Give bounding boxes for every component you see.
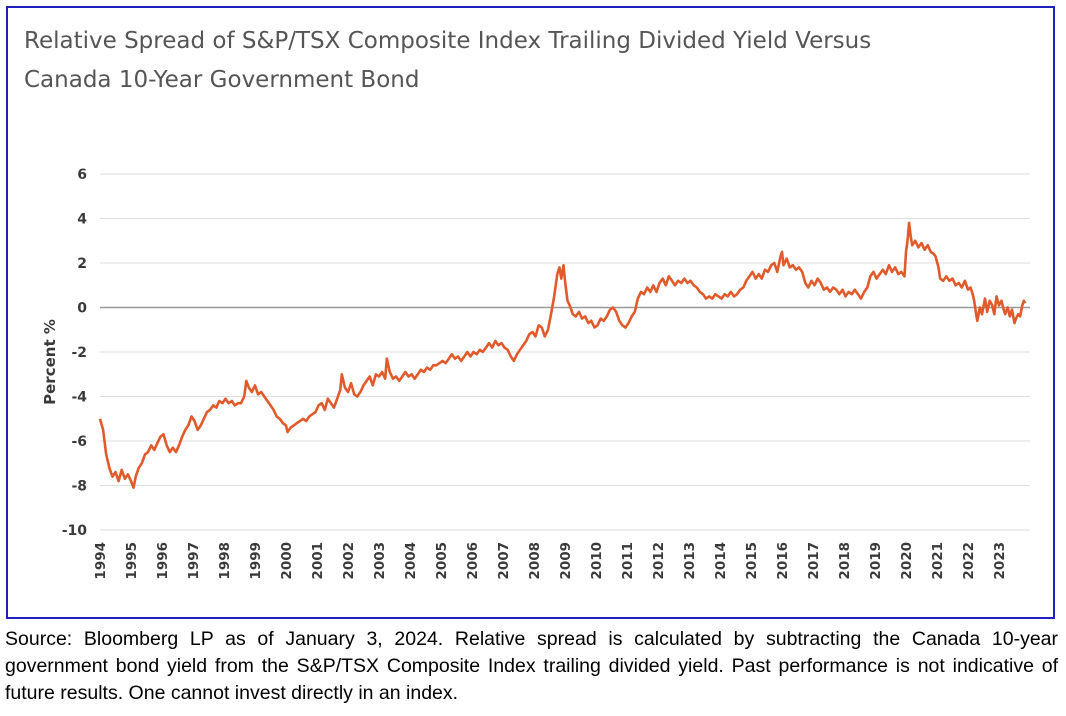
x-tick-label: 2009 <box>558 542 574 580</box>
y-tick-label: 4 <box>77 212 87 228</box>
x-tick-label: 2002 <box>341 542 357 580</box>
x-tick-label: 2000 <box>279 542 295 580</box>
grid-lines <box>100 173 1030 531</box>
y-tick-label: 6 <box>77 167 87 183</box>
x-tick-label: 2016 <box>775 542 791 580</box>
x-tick-label: 2007 <box>496 542 512 580</box>
y-tick-label: 2 <box>77 256 87 272</box>
x-tick-label: 2023 <box>992 542 1008 580</box>
x-tick-label: 1994 <box>93 542 109 580</box>
x-tick-label: 2017 <box>806 542 822 580</box>
x-tick-label: 1998 <box>217 542 233 580</box>
x-tick-label: 2012 <box>651 542 667 580</box>
x-tick-label: 2008 <box>527 542 543 580</box>
x-tick-label: 2001 <box>310 542 326 580</box>
x-tick-label: 2015 <box>744 542 760 580</box>
y-tick-label: 0 <box>77 301 87 317</box>
y-tick-label: -6 <box>71 434 87 450</box>
source-footnote: Source: Bloomberg LP as of January 3, 20… <box>5 628 1058 704</box>
y-tick-label: -8 <box>71 479 87 495</box>
x-tick-label: 2014 <box>713 542 729 580</box>
x-tick-label: 2020 <box>899 542 915 580</box>
y-tick-labels: 6 4 2 0 -2 -4 -6 -8 -10 <box>62 167 88 539</box>
x-tick-label: 2021 <box>930 542 946 580</box>
x-tick-label: 2003 <box>372 542 388 580</box>
chart-frame <box>6 6 1055 619</box>
x-tick-label: 2019 <box>868 542 884 580</box>
x-tick-label: 1997 <box>186 542 202 580</box>
x-tick-label: 2011 <box>620 542 636 580</box>
x-tick-label: 2004 <box>403 542 419 580</box>
y-tick-label: -2 <box>71 345 87 361</box>
x-tick-label: 2022 <box>961 542 977 580</box>
y-axis-label: Percent % <box>41 319 59 405</box>
x-tick-label: 1995 <box>124 542 140 580</box>
chart-title-line-1: Relative Spread of S&P/TSX Composite Ind… <box>24 28 872 54</box>
x-tick-label: 2018 <box>837 542 853 580</box>
x-tick-label: 1996 <box>155 542 171 580</box>
x-tick-label: 2005 <box>434 542 450 580</box>
x-tick-labels: 1994 1995 1996 1997 1998 1999 2000 2001 2002 2003… <box>93 542 1008 580</box>
chart-title: Relative Spread of S&P/TSX Composite Ind… <box>24 22 984 100</box>
x-tick-label: 2013 <box>682 542 698 580</box>
x-tick-label: 2010 <box>589 542 605 580</box>
line-chart: 6 4 2 0 -2 -4 -6 -8 -10 1994 1995 1996 1997 1998 1999… <box>41 167 1030 580</box>
x-tick-label: 1999 <box>248 542 264 580</box>
series-line <box>98 221 1027 489</box>
y-tick-label: -10 <box>62 523 88 539</box>
chart-title-line-2: Canada 10-Year Government Bond <box>24 67 420 93</box>
y-tick-label: -4 <box>71 390 87 406</box>
x-tick-label: 2006 <box>465 542 481 580</box>
